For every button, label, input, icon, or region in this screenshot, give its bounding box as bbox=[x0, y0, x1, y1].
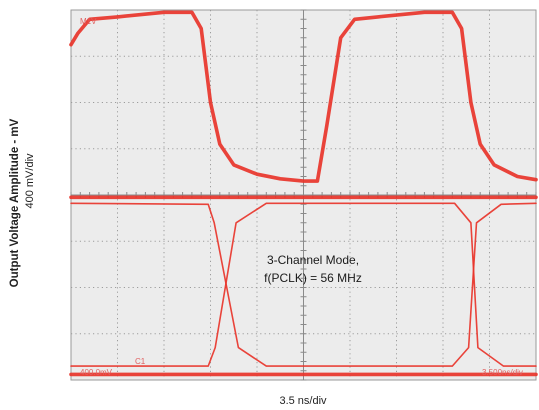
trace-series-3 bbox=[70, 202, 537, 367]
trace-series-4 bbox=[70, 202, 537, 367]
screen-label-top-left: M1V bbox=[80, 17, 97, 26]
x-axis-label: 3.5 ns/div bbox=[279, 395, 327, 407]
y-axis-label: Output Voltage Amplitude - mV bbox=[9, 118, 21, 287]
chart-annotation-line-1: 3-Channel Mode, bbox=[267, 253, 359, 267]
waveform-traces bbox=[69, 10, 538, 377]
screen-label-bottom-right: 3.500ns/div bbox=[482, 368, 523, 377]
screen-label-bottom-left: 400.0mV bbox=[80, 368, 113, 377]
chart-annotation-line-2: f(PCLK) = 56 MHz bbox=[264, 271, 362, 285]
screen-label-channel-marker: C1 bbox=[135, 357, 146, 366]
grid bbox=[70, 9, 537, 381]
y-axis-scale-label: 400 mV/div bbox=[24, 153, 36, 209]
trace-series-1 bbox=[69, 10, 538, 183]
